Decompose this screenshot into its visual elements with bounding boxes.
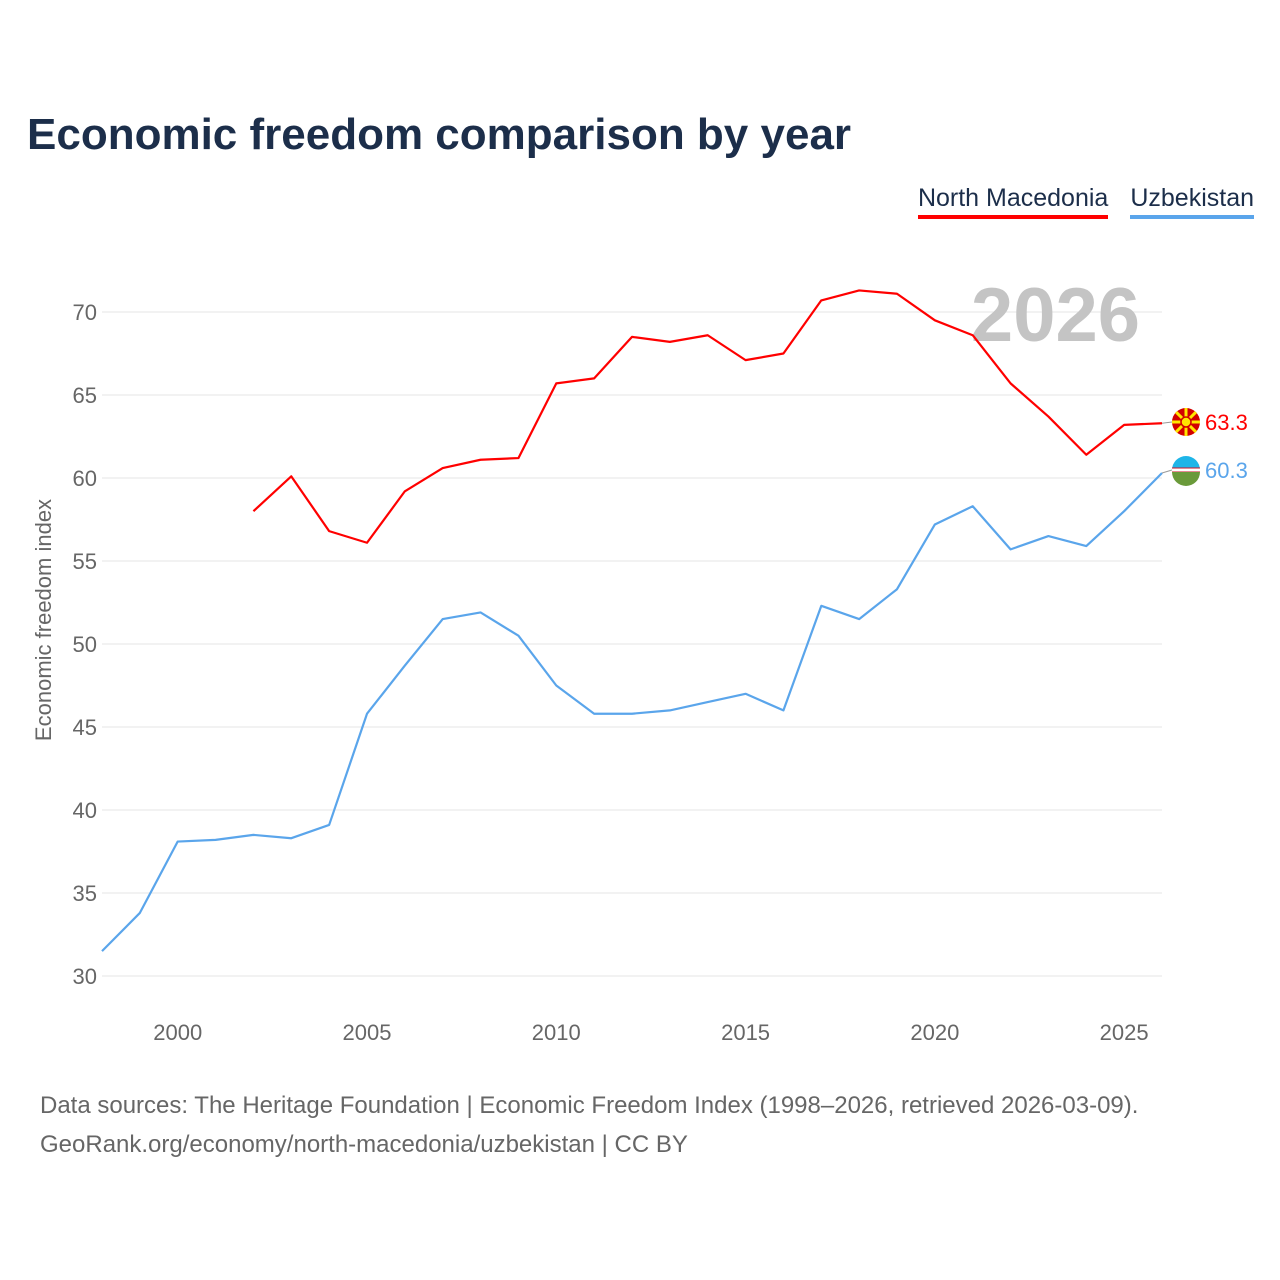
series-line-north-macedonia <box>252 289 1163 544</box>
footer: Data sources: The Heritage Foundation | … <box>40 1086 1138 1164</box>
y-tick-label: 45 <box>73 715 97 740</box>
y-tick-label: 60 <box>73 466 97 491</box>
x-tick-label: 2015 <box>721 1020 770 1045</box>
legend: North Macedonia Uzbekistan <box>917 184 1254 219</box>
chart-title: Economic freedom comparison by year <box>27 110 852 159</box>
y-tick-label: 70 <box>73 300 97 325</box>
y-tick-label: 55 <box>73 549 97 574</box>
flag-green <box>1172 472 1200 486</box>
year-watermark: 2026 <box>971 273 1140 358</box>
footer-link[interactable]: GeoRank.org/economy/north-macedonia/uzbe… <box>40 1131 688 1158</box>
series-line-uzbekistan <box>101 472 1163 952</box>
end-value-label: 60.3 <box>1205 458 1248 483</box>
x-tick-label: 2005 <box>343 1020 392 1045</box>
x-tick-label: 2020 <box>910 1020 959 1045</box>
y-axis-label: Economic freedom index <box>31 499 56 741</box>
uzbekistan-flag-icon <box>1172 456 1200 470</box>
x-tick-label: 2000 <box>153 1020 202 1045</box>
legend-north-macedonia[interactable]: North Macedonia <box>917 184 1109 219</box>
y-tick-label: 40 <box>73 798 97 823</box>
end-value-label: 63.3 <box>1205 410 1248 435</box>
label-connector <box>1161 421 1173 424</box>
y-tick-label: 35 <box>73 881 97 906</box>
y-tick-label: 30 <box>73 964 97 989</box>
y-tick-label: 65 <box>73 383 97 408</box>
footer-sources: Data sources: The Heritage Foundation | … <box>40 1092 1139 1119</box>
label-connector <box>1161 469 1173 474</box>
x-tick-label: 2010 <box>532 1020 581 1045</box>
y-tick-label: 50 <box>73 632 97 657</box>
x-tick-label: 2025 <box>1100 1020 1149 1045</box>
legend-uzbekistan[interactable]: Uzbekistan <box>1130 184 1254 219</box>
flag-sun <box>1180 416 1192 428</box>
flag-stripe <box>1172 468 1200 472</box>
